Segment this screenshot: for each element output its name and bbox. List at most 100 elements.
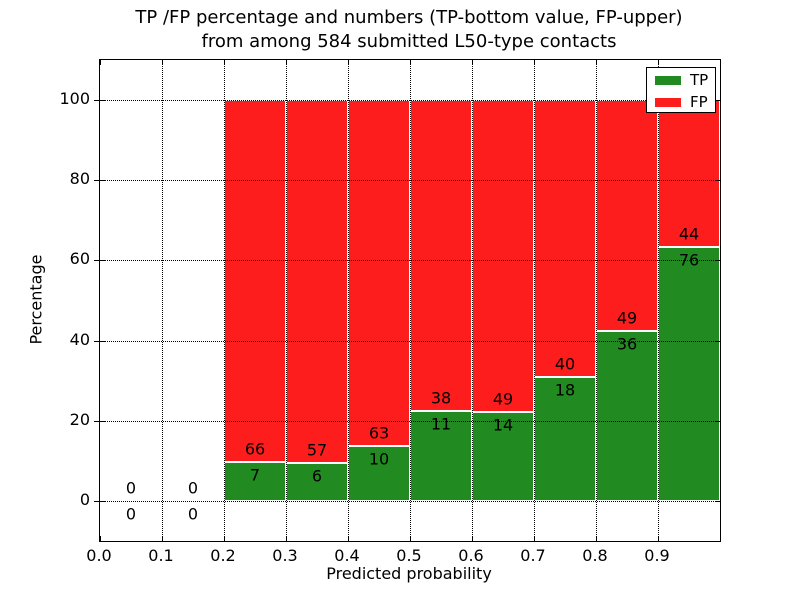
y-tick-label: 20 <box>69 409 90 429</box>
legend-label-tp: TP <box>690 70 709 89</box>
bar-count-label-tp: 6 <box>311 466 323 486</box>
tick-mark <box>94 100 99 102</box>
gridline-vertical <box>224 60 225 541</box>
bar-segment-fp <box>224 100 286 463</box>
legend: TP FP <box>646 67 716 113</box>
bar-count-label-tp: 0 <box>187 504 199 524</box>
tick-mark <box>715 180 720 182</box>
bar-count-label-fp: 63 <box>368 423 390 443</box>
tick-mark <box>658 60 659 65</box>
tick-mark <box>534 60 535 65</box>
chart-title-line1: TP /FP percentage and numbers (TP-bottom… <box>135 7 683 28</box>
tick-mark <box>472 536 473 541</box>
tick-mark <box>715 420 720 422</box>
tick-mark <box>162 60 163 65</box>
tick-mark <box>348 60 349 65</box>
bar-count-label-fp: 0 <box>187 478 199 498</box>
tick-mark <box>224 536 225 541</box>
x-tick-label: 0.5 <box>396 546 422 565</box>
bar-count-label-tp: 36 <box>616 334 638 354</box>
tick-mark <box>410 536 411 541</box>
bar-count-label-fp: 57 <box>306 440 328 460</box>
bar-count-label-fp: 49 <box>616 308 638 328</box>
bar-segment-fp <box>534 100 596 377</box>
tick-mark <box>100 500 105 502</box>
bar-count-label-fp: 49 <box>492 389 514 409</box>
tick-mark <box>286 536 287 541</box>
tick-mark <box>94 420 99 422</box>
tick-mark <box>100 420 105 422</box>
bar-segment-fp <box>286 100 348 463</box>
bar-segment-tp <box>224 462 286 501</box>
legend-item-tp: TP <box>655 70 715 90</box>
gridline-vertical <box>162 60 163 541</box>
tick-mark <box>100 340 105 342</box>
bar-count-label-fp: 66 <box>244 439 266 459</box>
x-tick-label: 0.6 <box>458 546 484 565</box>
tick-mark <box>410 60 411 65</box>
bar-count-label-tp: 18 <box>554 380 576 400</box>
y-tick-label: 40 <box>69 329 90 349</box>
bar-segment-tp <box>534 376 596 501</box>
bar-segment-fp <box>472 100 534 412</box>
gridline-vertical <box>658 60 659 541</box>
tick-mark <box>100 100 105 102</box>
x-tick-label: 0.7 <box>520 546 546 565</box>
bar-count-label-fp: 44 <box>678 224 700 244</box>
tick-mark <box>94 340 99 342</box>
bar-segment-tp <box>286 462 348 501</box>
tick-mark <box>715 100 720 102</box>
tick-mark <box>224 60 225 65</box>
x-tick-label: 0.3 <box>272 546 298 565</box>
y-tick-label: 0 <box>79 489 90 509</box>
bar-count-label-fp: 40 <box>554 354 576 374</box>
bar-segment-tp <box>596 331 658 501</box>
tick-mark <box>596 60 597 65</box>
bar-segment-tp <box>410 410 472 501</box>
gridline-vertical <box>410 60 411 541</box>
tick-mark <box>715 260 720 262</box>
gridline-vertical <box>534 60 535 541</box>
legend-swatch-fp <box>655 97 681 107</box>
y-axis-label: Percentage <box>26 254 46 345</box>
tick-mark <box>100 180 105 182</box>
tick-mark <box>715 500 720 502</box>
tick-mark <box>472 60 473 65</box>
tick-mark <box>534 536 535 541</box>
tick-mark <box>658 536 659 541</box>
tick-mark <box>715 340 720 342</box>
tick-mark <box>286 60 287 65</box>
bar-segment-tp <box>658 247 720 501</box>
tick-mark <box>94 260 99 262</box>
x-tick-label: 0.2 <box>210 546 236 565</box>
tick-mark <box>162 536 163 541</box>
plot-area: TP FP 0 0 0 0 66 7 57 6 63 10 38 11 49 14 40 18 49 36 44 76 <box>94 59 721 542</box>
bar-count-label-tp: 0 <box>125 504 137 524</box>
y-tick-label: 60 <box>69 249 90 269</box>
gridline-vertical <box>596 60 597 541</box>
bar-segment-fp <box>596 100 658 332</box>
tick-mark <box>94 500 99 502</box>
bar-count-label-tp: 10 <box>368 449 390 469</box>
chart-title-line2: from among 584 submitted L50-type contac… <box>201 31 617 52</box>
gridline-vertical <box>472 60 473 541</box>
x-tick-label: 0.4 <box>334 546 360 565</box>
bar-count-label-tp: 11 <box>430 414 452 434</box>
x-tick-label: 0.8 <box>582 546 608 565</box>
bar-segment-fp <box>348 100 410 446</box>
x-axis-label: Predicted probability <box>326 564 492 583</box>
tick-mark <box>100 60 101 65</box>
legend-item-fp: FP <box>655 92 715 112</box>
bar-segment-fp <box>410 100 472 411</box>
y-tick-label: 100 <box>59 89 90 109</box>
x-tick-label: 0.9 <box>644 546 670 565</box>
bar-count-label-tp: 7 <box>249 465 261 485</box>
tick-mark <box>348 536 349 541</box>
bar-count-label-tp: 76 <box>678 250 700 270</box>
tick-mark <box>100 536 101 541</box>
tick-mark <box>596 536 597 541</box>
gridline-vertical <box>286 60 287 541</box>
legend-swatch-tp <box>655 75 681 85</box>
gridline-vertical <box>348 60 349 541</box>
